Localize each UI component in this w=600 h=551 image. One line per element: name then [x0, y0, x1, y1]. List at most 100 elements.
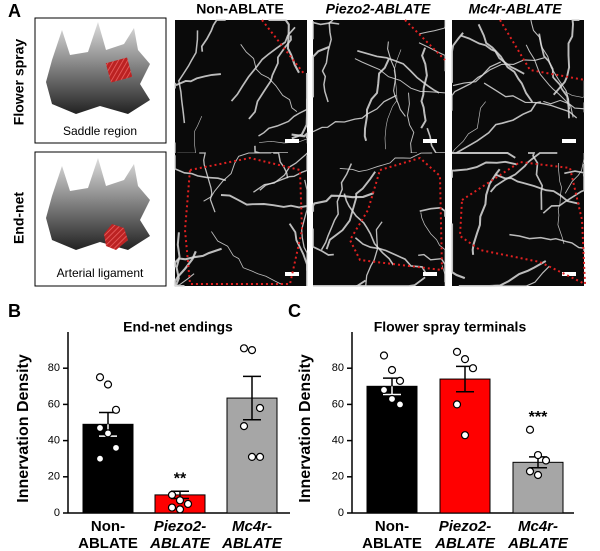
nerve-fiber	[288, 223, 308, 286]
nerve-fiber	[452, 57, 545, 87]
data-point	[167, 490, 177, 499]
data-point	[379, 351, 389, 360]
nerve-fiber	[248, 35, 292, 120]
data-point	[525, 467, 535, 476]
scale-bar	[285, 272, 299, 276]
nerve-fiber	[259, 138, 308, 144]
nerve-fiber	[451, 61, 502, 111]
data-point	[255, 452, 265, 461]
nerve-fiber	[483, 82, 578, 119]
panel-label: B	[8, 301, 21, 321]
nerve-fiber	[174, 155, 227, 182]
nerve-fiber	[312, 21, 340, 40]
data-point	[379, 385, 389, 395]
nerve-fiber	[451, 160, 518, 178]
data-point	[247, 346, 257, 355]
nerve-fiber	[525, 44, 574, 118]
nerve-fiber	[203, 152, 272, 202]
column-header: Mc4r-ABLATE	[468, 1, 562, 17]
y-axis-label: Innervation Density	[297, 354, 314, 503]
micrographs	[173, 18, 585, 288]
nerve-fiber	[564, 153, 585, 194]
chart-title: Flower spray terminals	[374, 319, 527, 335]
nerve-fiber	[420, 47, 428, 129]
nerve-fiber	[343, 193, 395, 266]
column-header: Non-ABLATE	[196, 1, 284, 17]
nerve-fiber	[320, 163, 353, 251]
nerve-fiber	[451, 32, 464, 83]
scale-bar	[423, 139, 437, 143]
nerve-fiber	[258, 98, 308, 137]
scale-bar	[562, 139, 576, 143]
significance: **	[174, 470, 187, 487]
nerve-fiber	[301, 179, 308, 271]
nerve-fiber	[313, 279, 367, 287]
nerve-fiber	[419, 206, 446, 217]
nerve-fiber	[557, 162, 565, 244]
nerve-fiber	[174, 73, 221, 89]
nerve-fiber	[273, 152, 289, 179]
data-point	[541, 456, 551, 465]
nerve-fiber	[564, 80, 585, 98]
panel-label: C	[288, 301, 301, 321]
nerve-fiber	[357, 50, 440, 94]
y-tick-label: 0	[338, 507, 344, 519]
nerve-fiber	[543, 99, 585, 113]
nerve-fiber	[253, 152, 308, 193]
nerve-fiber	[451, 101, 486, 154]
data-point	[452, 400, 462, 409]
data-point	[103, 380, 113, 389]
data-point	[175, 496, 185, 505]
data-point	[387, 394, 397, 404]
nerve-fiber	[173, 250, 197, 286]
nerve-fiber	[199, 152, 216, 213]
row-label: End-net	[11, 192, 27, 244]
nerve-fiber	[312, 228, 334, 256]
chart-title: End-net endings	[123, 319, 233, 335]
y-tick-label: 80	[332, 362, 344, 374]
data-point	[533, 470, 543, 480]
nerve-fiber	[542, 173, 585, 214]
data-point	[460, 355, 470, 364]
micrograph	[452, 153, 584, 286]
nerve-fiber	[325, 171, 376, 250]
significance: ***	[529, 409, 548, 426]
data-point	[239, 344, 249, 353]
nerve-fiber	[220, 194, 308, 209]
x-tick-label: Piezo2-ABLATE	[150, 518, 210, 551]
schematic-label: Saddle region	[63, 124, 137, 138]
nerve-fiber	[387, 41, 406, 117]
x-tick-label: Mc4r-ABLATE	[222, 518, 282, 551]
y-tick-label: 60	[48, 398, 60, 410]
nerve-fiber	[312, 94, 397, 133]
nerve-fiber	[230, 26, 296, 102]
data-point	[533, 450, 543, 460]
scale-bar	[285, 139, 299, 143]
region-outline	[183, 19, 587, 286]
nerve-fiber	[356, 276, 426, 287]
nerve-fiber	[200, 19, 226, 52]
x-tick-label: Non-ABLATE	[362, 518, 422, 551]
nerve-fiber	[552, 19, 580, 96]
y-tick-label: 20	[48, 471, 60, 483]
nerve-fiber	[268, 18, 300, 74]
x-tick-label: Piezo2-ABLATE	[435, 518, 495, 551]
nerve-fiber	[291, 131, 309, 139]
bar	[439, 378, 491, 514]
nerve-fiber	[509, 233, 585, 251]
nerve-fiber	[384, 49, 402, 150]
y-tick-label: 80	[48, 362, 60, 374]
nerve-fiber	[564, 164, 585, 177]
schematic: Saddle region Arterial ligament	[34, 17, 167, 287]
data-point	[111, 405, 121, 414]
data-point	[103, 429, 113, 438]
nerve-fiber	[311, 46, 330, 98]
nerve-fiber	[530, 19, 571, 110]
panel-label: A	[8, 1, 21, 21]
data-point	[460, 431, 470, 440]
y-tick-label: 60	[332, 398, 344, 410]
nerve-fiber	[177, 30, 199, 124]
data-point	[111, 443, 121, 452]
